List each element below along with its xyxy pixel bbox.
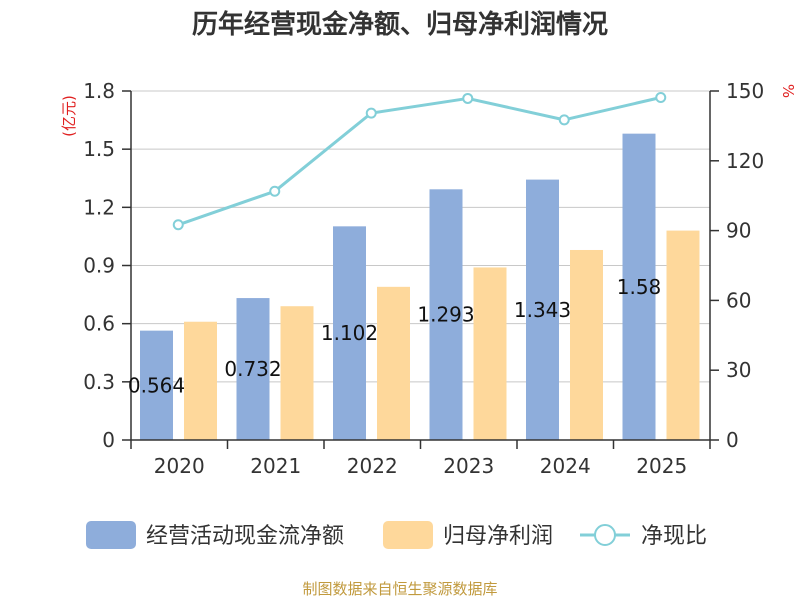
legend-label-ratio: 净现比 xyxy=(641,524,707,549)
legend-item-net-profit[interactable]: 归母净利润 xyxy=(383,521,553,549)
right-axis-tick-label: 30 xyxy=(726,358,751,382)
right-axis-tick-label: 60 xyxy=(726,288,751,312)
right-axis-tick-label: 120 xyxy=(726,149,764,173)
left-axis-tick-label: 0.6 xyxy=(83,312,115,336)
cash-flow-data-label: 0.732 xyxy=(224,357,281,381)
cash-flow-bar xyxy=(429,189,463,440)
legend-item-cash-flow[interactable]: 经营活动现金流净额 xyxy=(86,521,344,549)
net-profit-bar xyxy=(666,230,700,440)
x-axis-tick-label: 2022 xyxy=(347,454,398,478)
legend: 经营活动现金流净额 归母净利润 净现比 xyxy=(86,521,707,549)
legend-item-ratio[interactable]: 净现比 xyxy=(580,524,707,549)
left-axis-tick-label: 1.8 xyxy=(83,79,115,103)
net-cash-ratio-point xyxy=(558,114,570,126)
cash-flow-data-label: 1.102 xyxy=(321,321,378,345)
axes: 0 0.3 0.6 0.9 1.2 1.5 1.8 0 30 60 90 120 150 2020 2021… xyxy=(83,79,764,478)
left-axis-tick-label: 1.2 xyxy=(83,195,115,219)
cash-flow-data-label: 1.343 xyxy=(514,298,571,322)
data-labels: 0.564 0.732 1.102 1.293 1.343 1.58 xyxy=(128,275,661,397)
chart-title: 历年经营现金净额、归母净利润情况 xyxy=(192,9,608,40)
x-axis-tick-label: 2025 xyxy=(636,454,687,478)
x-axis-tick-label: 2020 xyxy=(154,454,205,478)
right-axis-tick-label: 90 xyxy=(726,219,751,243)
net-profit-bar xyxy=(473,267,507,440)
x-axis-tick-label: 2023 xyxy=(443,454,494,478)
net-profit-bar xyxy=(184,321,217,440)
left-axis-tick-label: 1.5 xyxy=(83,137,115,161)
left-axis-unit-label: (亿元) xyxy=(60,95,78,137)
net-cash-ratio-point xyxy=(365,107,377,119)
legend-swatch-ratio-marker xyxy=(594,524,616,546)
cash-flow-data-label: 1.58 xyxy=(617,275,662,299)
cash-flow-data-label: 1.293 xyxy=(417,303,474,327)
cash-flow-bar xyxy=(333,226,366,440)
bars xyxy=(140,133,700,440)
right-axis-tick-label: 0 xyxy=(726,428,739,452)
left-axis-tick-label: 0.3 xyxy=(83,370,115,394)
cash-flow-bar xyxy=(140,330,173,440)
legend-swatch-cash-flow xyxy=(86,521,136,549)
net-cash-ratio-line xyxy=(177,96,662,227)
cash-flow-bar xyxy=(236,298,270,440)
x-axis-tick-label: 2024 xyxy=(540,454,591,478)
net-cash-ratio-point xyxy=(462,92,474,104)
cash-flow-bar xyxy=(526,179,559,440)
right-axis-tick-label: 150 xyxy=(726,79,764,103)
net-cash-ratio-point xyxy=(655,92,667,104)
left-axis-tick-label: 0 xyxy=(102,428,115,452)
net-profit-bar xyxy=(280,306,314,440)
right-axis-unit-label: % xyxy=(779,84,797,98)
x-axis-tick-label: 2021 xyxy=(250,454,301,478)
data-source-footer: 制图数据来自恒生聚源数据库 xyxy=(302,580,497,598)
legend-label-cash-flow: 经营活动现金流净额 xyxy=(146,524,344,549)
ratio-line-series xyxy=(172,92,667,231)
legend-swatch-net-profit xyxy=(383,521,433,549)
left-axis-tick-label: 0.9 xyxy=(83,254,115,278)
net-profit-bar xyxy=(570,249,603,440)
net-cash-ratio-point xyxy=(269,185,281,197)
legend-label-net-profit: 归母净利润 xyxy=(443,524,553,549)
cash-flow-data-label: 0.564 xyxy=(128,373,185,397)
net-cash-ratio-point xyxy=(172,219,184,231)
cash-flow-bar xyxy=(622,133,656,440)
net-profit-bar xyxy=(377,286,410,440)
